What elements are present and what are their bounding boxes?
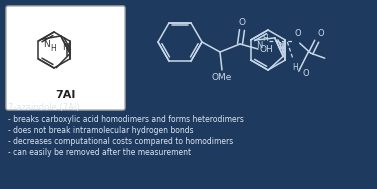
Text: - does not break intramolecular hydrogen bonds: - does not break intramolecular hydrogen… <box>8 126 194 135</box>
Text: 7AI: 7AI <box>55 90 76 100</box>
Text: - breaks carboxylic acid homodimers and forms heterodimers: - breaks carboxylic acid homodimers and … <box>8 115 244 124</box>
Text: 7-azaindole (7AI): 7-azaindole (7AI) <box>8 103 80 112</box>
Text: H: H <box>263 34 268 43</box>
Text: N: N <box>256 41 262 50</box>
Text: OMe: OMe <box>212 73 232 82</box>
Text: O: O <box>295 29 301 38</box>
FancyBboxPatch shape <box>6 6 125 110</box>
Text: H: H <box>50 44 56 53</box>
Text: O: O <box>303 69 310 78</box>
Text: - can easily be removed after the measurement: - can easily be removed after the measur… <box>8 148 191 157</box>
Text: - decreases computational costs compared to homodimers: - decreases computational costs compared… <box>8 137 233 146</box>
Text: N: N <box>43 40 50 49</box>
Text: OH: OH <box>260 44 274 53</box>
Text: N: N <box>278 42 284 51</box>
Text: N: N <box>62 43 69 52</box>
Text: H: H <box>292 63 297 72</box>
Text: O: O <box>239 18 245 27</box>
Text: O: O <box>318 29 324 38</box>
